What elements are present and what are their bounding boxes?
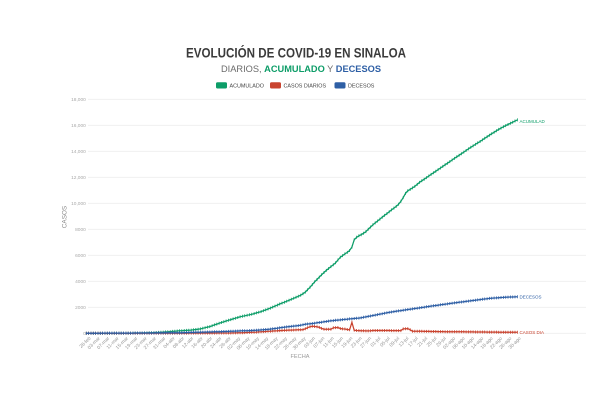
svg-text:0: 0	[83, 331, 86, 337]
svg-text:ACUMULADO: ACUMULADO	[230, 84, 264, 90]
svg-text:2000: 2000	[75, 305, 86, 311]
svg-text:EVOLUCIÓN DE COVID-19 EN SINAL: EVOLUCIÓN DE COVID-19 EN SINALOA	[186, 43, 406, 60]
svg-text:8000: 8000	[75, 227, 86, 233]
svg-text:12,000: 12,000	[71, 175, 86, 181]
svg-text:CASOS DIARIOS: CASOS DIARIOS	[284, 84, 327, 90]
svg-text:CASOS: CASOS	[62, 206, 69, 228]
svg-text:DECESOS: DECESOS	[348, 84, 375, 90]
svg-text:6000: 6000	[75, 253, 86, 259]
svg-text:CASOS DIA: CASOS DIA	[520, 330, 545, 335]
svg-text:4000: 4000	[75, 279, 86, 285]
svg-text:16,000: 16,000	[71, 123, 86, 129]
svg-text:DIARIOS, ACUMULADO Y DECESOS: DIARIOS, ACUMULADO Y DECESOS	[221, 64, 381, 74]
svg-text:FECHA: FECHA	[291, 354, 310, 360]
svg-text:DECESOS: DECESOS	[520, 295, 542, 300]
svg-text:10,000: 10,000	[71, 201, 86, 207]
svg-text:ACUMULAD: ACUMULAD	[520, 119, 546, 124]
svg-text:18,000: 18,000	[71, 97, 86, 103]
svg-text:14,000: 14,000	[71, 149, 86, 155]
